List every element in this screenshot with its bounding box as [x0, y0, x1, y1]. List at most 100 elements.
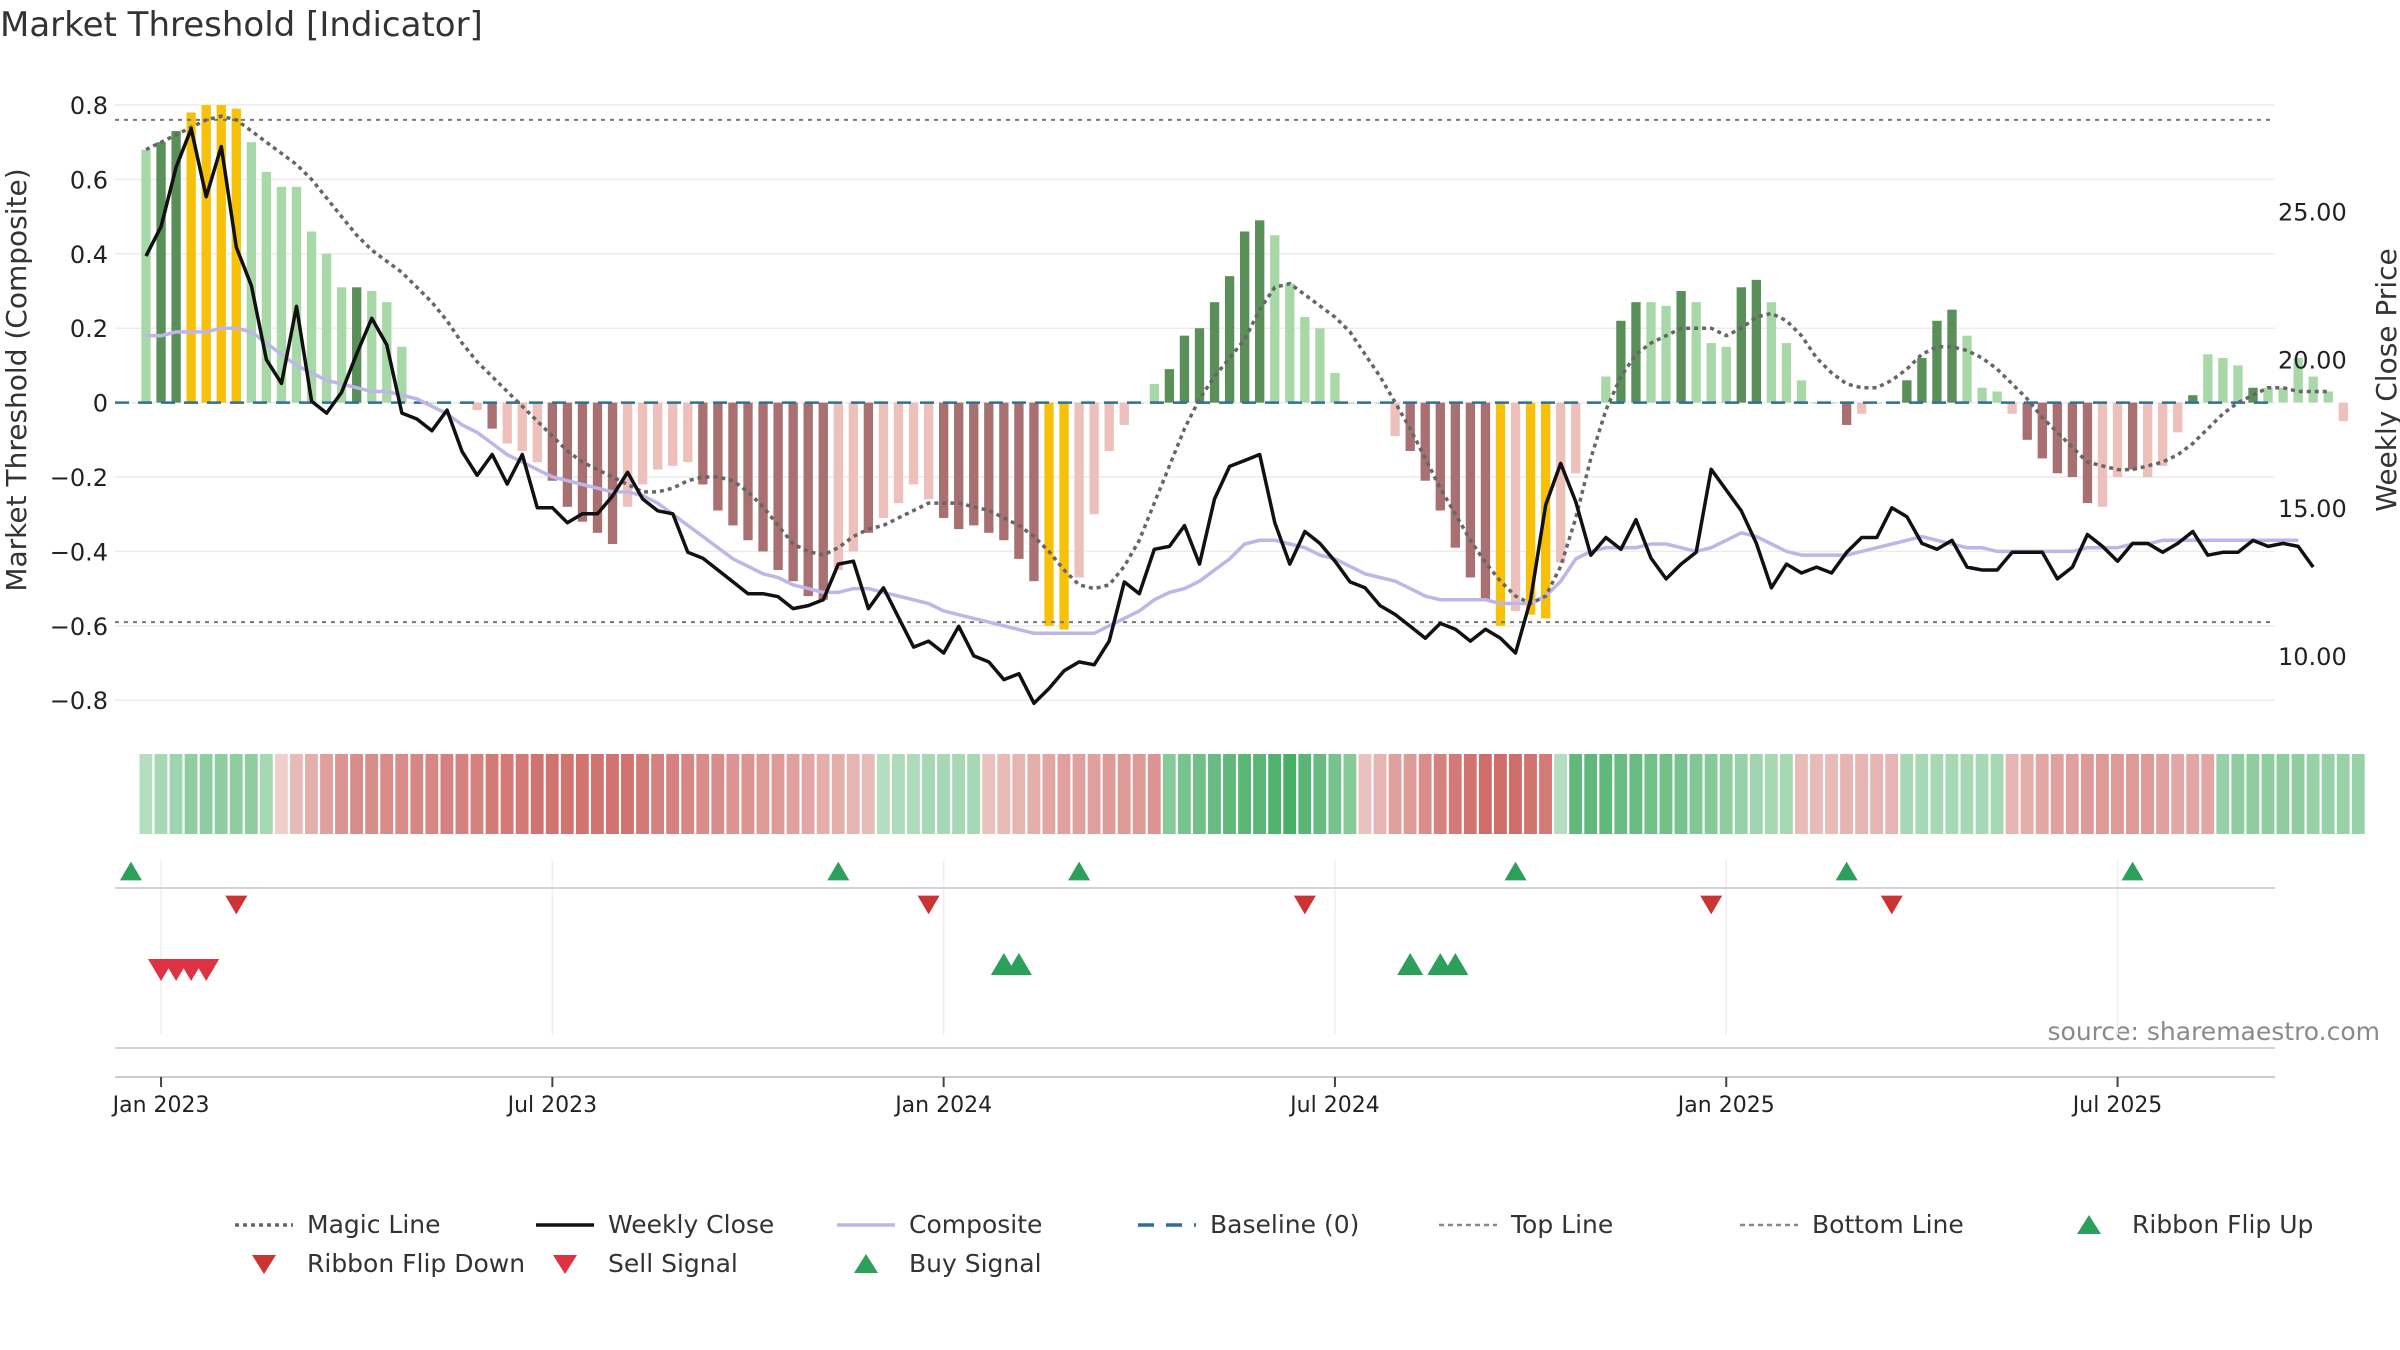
ribbon-cell-91 — [1509, 754, 1522, 834]
ribbon-flip-up-3 — [1504, 861, 1527, 881]
ribbon-cell-22 — [470, 754, 484, 834]
signal-rows — [115, 861, 2275, 1049]
bar-19 — [427, 402, 437, 404]
ribbon-cell-138 — [2216, 754, 2230, 834]
bar-128 — [2067, 402, 2078, 478]
bar-48 — [863, 402, 874, 533]
ribbon-cell-70 — [1192, 754, 1206, 834]
ribbon-flip-up-5 — [2121, 861, 2144, 881]
x-tick-label-4: Jan 2025 — [1676, 1093, 1775, 1118]
ribbon-cell-64 — [1102, 754, 1116, 834]
bar-37 — [698, 402, 708, 485]
ribbon-cell-2 — [169, 754, 183, 834]
ribbon-cell-100 — [1644, 754, 1658, 834]
ribbon-cell-71 — [1208, 754, 1221, 834]
ribbon-cell-136 — [2186, 754, 2200, 834]
buy-signal-4 — [1442, 952, 1469, 976]
ribbon-cell-8 — [259, 754, 273, 834]
axis-ticks: 0.8 0.6 0.4 0.2 0 −0.2 −0.4 −0.6 −0.8 25.00 20.00 1… — [50, 92, 2347, 715]
bar-7 — [246, 142, 257, 403]
bar-47 — [848, 402, 859, 552]
y-tick-label-5: −0.2 — [50, 464, 108, 492]
ribbon-cell-126 — [2035, 754, 2049, 834]
ribbon-cell-106 — [1734, 754, 1748, 834]
bar-131 — [2112, 402, 2123, 478]
y-axis-label: Market Threshold (Composite) — [0, 168, 33, 591]
ribbon-cell-44 — [801, 754, 815, 834]
ribbon-cell-53 — [937, 754, 950, 834]
ribbon-cell-33 — [636, 754, 649, 834]
ribbon-cell-73 — [1238, 754, 1251, 834]
ribbon-cell-55 — [967, 754, 981, 834]
ribbon-cell-18 — [410, 754, 424, 834]
ribbon-cell-72 — [1223, 754, 1236, 834]
bar-102 — [1676, 291, 1686, 403]
ribbon-cell-11 — [305, 754, 318, 834]
buy-signal-2 — [1397, 952, 1424, 976]
bar-100 — [1646, 302, 1656, 403]
bar-103 — [1691, 302, 1701, 403]
bar-5 — [216, 105, 226, 403]
ribbon-cell-140 — [2246, 754, 2260, 834]
bar-137 — [2203, 354, 2213, 403]
gridlines — [115, 104, 2275, 1035]
ribbon-cell-63 — [1087, 754, 1101, 834]
y-tick-label-6: −0.4 — [50, 538, 108, 566]
ribbon-cell-59 — [1027, 754, 1041, 834]
legend-label-1: Weekly Close — [608, 1210, 774, 1239]
ribbon-cell-141 — [2261, 754, 2275, 834]
ribbon-cell-107 — [1749, 754, 1763, 834]
bar-17 — [397, 346, 407, 403]
ribbon-cell-119 — [1930, 754, 1944, 834]
bar-77 — [1300, 317, 1310, 403]
ribbon-cell-118 — [1915, 754, 1929, 834]
ribbon-cell-50 — [891, 754, 905, 834]
ribbon-cell-129 — [2080, 754, 2094, 834]
bar-43 — [788, 402, 798, 582]
sell-signal-3 — [193, 958, 220, 982]
bar-108 — [1766, 302, 1777, 403]
legend-label-5: Bottom Line — [1812, 1210, 1964, 1239]
y2-tick-label-2: 15.00 — [2278, 495, 2347, 523]
y-tick-label-4: 0 — [93, 390, 108, 418]
bar-60 — [1044, 402, 1054, 626]
bar-79 — [1330, 372, 1340, 403]
legend-label-7: Ribbon Flip Down — [307, 1249, 525, 1278]
bar-145 — [2323, 391, 2333, 403]
y2-axis-label: Weekly Close Price — [2370, 248, 2400, 511]
bar-104 — [1706, 343, 1716, 403]
bar-23 — [487, 402, 497, 429]
ribbon-cell-97 — [1599, 754, 1613, 834]
ribbon-cell-60 — [1042, 754, 1056, 834]
bar-44 — [803, 402, 813, 597]
ribbon-cell-130 — [2095, 754, 2109, 834]
ribbon-cell-15 — [365, 754, 379, 834]
bar-70 — [1194, 328, 1205, 403]
bar-65 — [1119, 402, 1129, 425]
ribbon-flip-up-4 — [1835, 861, 1858, 881]
bar-91 — [1510, 402, 1521, 611]
ribbon-cell-78 — [1313, 754, 1327, 834]
bar-90 — [1495, 402, 1506, 626]
ribbon-cell-88 — [1463, 754, 1477, 834]
ribbon-cell-25 — [515, 754, 529, 834]
bar-138 — [2218, 357, 2228, 403]
ribbon-cell-105 — [1719, 754, 1733, 834]
bar-9 — [276, 186, 287, 403]
ribbon-cell-103 — [1689, 754, 1703, 834]
bar-28 — [562, 402, 573, 507]
ribbon-cell-115 — [1870, 754, 1884, 834]
ribbon-cell-30 — [590, 754, 604, 834]
legend-label-8: Sell Signal — [608, 1249, 738, 1278]
bar-136 — [2188, 395, 2198, 403]
ribbon-cell-89 — [1478, 754, 1492, 834]
bar-105 — [1721, 346, 1731, 403]
ribbon-cell-121 — [1960, 754, 1974, 834]
bar-57 — [999, 402, 1009, 541]
bar-71 — [1209, 302, 1220, 403]
y2-tick-label-1: 20.00 — [2278, 347, 2347, 375]
ribbon-cell-6 — [229, 754, 243, 834]
ribbon-cell-24 — [500, 754, 514, 834]
bar-87 — [1450, 402, 1461, 548]
